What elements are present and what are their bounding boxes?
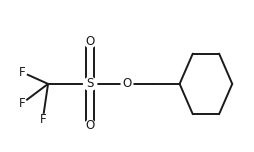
Circle shape [17, 99, 27, 109]
Text: F: F [19, 66, 25, 79]
Text: O: O [86, 119, 95, 133]
Circle shape [17, 67, 27, 77]
Circle shape [84, 120, 96, 132]
Text: S: S [86, 77, 94, 90]
Circle shape [84, 77, 97, 90]
Circle shape [84, 36, 96, 48]
Text: O: O [122, 77, 132, 90]
Text: O: O [86, 35, 95, 48]
Text: F: F [19, 97, 25, 110]
Text: F: F [39, 113, 46, 126]
Circle shape [121, 78, 133, 90]
Circle shape [38, 114, 48, 124]
